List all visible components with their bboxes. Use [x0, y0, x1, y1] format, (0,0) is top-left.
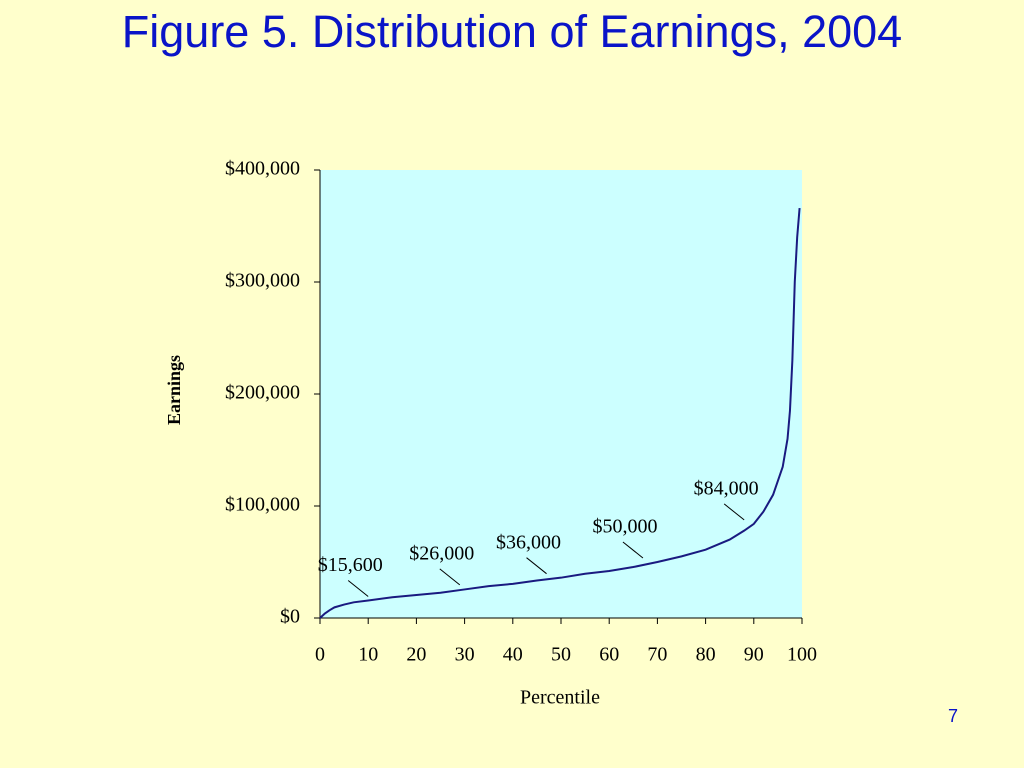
y-tick-label: $100,000 — [225, 494, 300, 516]
annotation-leader — [723, 503, 745, 521]
annotation-leader — [439, 568, 461, 586]
x-tick-label: 70 — [647, 644, 667, 666]
x-tick-label: 20 — [406, 644, 426, 666]
annotation-label: $36,000 — [496, 531, 561, 553]
y-tick-label: $300,000 — [225, 270, 300, 292]
annotation-leader — [526, 557, 547, 575]
earnings-line — [319, 207, 801, 619]
x-tick-label: 90 — [744, 644, 764, 666]
annotation-label: $50,000 — [592, 516, 657, 538]
annotation-label: $15,600 — [318, 554, 383, 576]
x-tick-label: 50 — [551, 644, 571, 666]
y-tick-label: $0 — [280, 606, 300, 628]
page-number: 7 — [948, 706, 959, 726]
annotation-label: $84,000 — [694, 478, 759, 500]
x-tick-label: 10 — [358, 644, 378, 666]
annotation-leader — [622, 541, 644, 559]
plot-area — [320, 170, 802, 618]
annotation-leader — [347, 580, 369, 597]
slide-title: Figure 5. Distribution of Earnings, 2004 — [121, 6, 903, 57]
x-tick-label: 40 — [503, 644, 523, 666]
x-tick-label: 30 — [455, 644, 475, 666]
y-tick-label: $400,000 — [225, 158, 300, 180]
x-tick-label: 80 — [696, 644, 716, 666]
x-axis-label: Percentile — [520, 687, 600, 709]
x-tick-label: 60 — [599, 644, 619, 666]
y-axis-label: Earnings — [164, 355, 184, 425]
annotation-label: $26,000 — [409, 542, 474, 564]
x-tick-label: 0 — [315, 644, 325, 666]
y-tick-label: $200,000 — [225, 382, 300, 404]
x-tick-label: 100 — [787, 644, 817, 666]
